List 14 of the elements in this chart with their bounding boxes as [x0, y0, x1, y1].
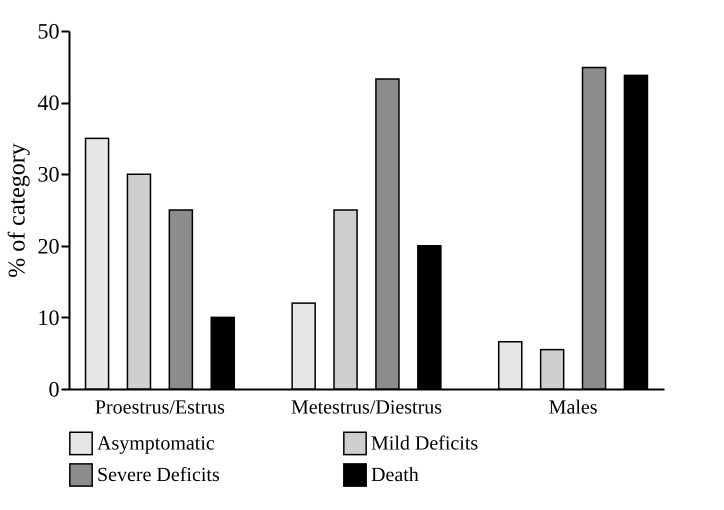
y-tick-label: 30: [38, 162, 60, 187]
y-tick-label: 0: [48, 376, 60, 402]
legend-label: Asymptomatic: [97, 432, 215, 454]
y-tick-label: 50: [38, 18, 60, 44]
x-tick-label: Males: [548, 396, 598, 418]
y-tick-label: 10: [38, 304, 60, 330]
x-tick-label: Metestrus/Diestrus: [290, 396, 442, 418]
y-tick-label: 40: [38, 90, 60, 116]
legend-label: Mild Deficits: [371, 432, 478, 454]
y-axis-title: % of category: [4, 143, 30, 278]
y-tick-label: 20: [38, 233, 60, 258]
legend-label: Death: [371, 464, 419, 486]
x-tick-label: Proestrus/Estrus: [94, 396, 226, 418]
legend-label: Severe Deficits: [97, 464, 220, 486]
